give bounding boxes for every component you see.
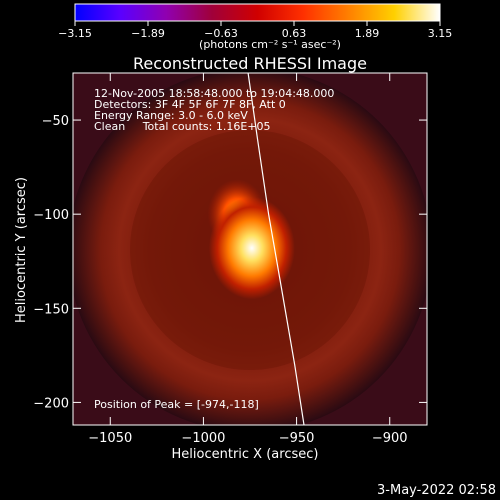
x-axis-label: Heliocentric X (arcsec) (172, 447, 319, 462)
annotation-counts: Clean Total counts: 1.16E+05 (94, 120, 271, 133)
chart-title: Reconstructed RHESSI Image (133, 54, 367, 73)
x-tick-label: −900 (372, 431, 408, 446)
x-tick-label: −1000 (181, 431, 225, 446)
colorbar-tick-label: 0.63 (282, 27, 307, 40)
y-axis-label: Heliocentric Y (arcsec) (14, 177, 29, 323)
colorbar-tick-label: −0.63 (204, 27, 238, 40)
x-tick-label: −1050 (88, 431, 132, 446)
colorbar-tick-label: 3.15 (428, 27, 453, 40)
annotation-time: 12-Nov-2005 18:58:48.000 to 19:04:48.000 (94, 87, 334, 100)
solar-limb-curve (247, 73, 305, 425)
y-tick-label: −100 (33, 208, 69, 223)
image-area (73, 73, 427, 425)
colorbar-tick-label: −1.89 (131, 27, 165, 40)
annotation-peak: Position of Peak = [-974,-118] (94, 398, 259, 411)
y-tick-label: −50 (42, 114, 69, 129)
plot-frame (72, 72, 428, 426)
axis-ticks: −1050 −1000 −950 −900 −50 −100 −150 −200 (33, 73, 427, 446)
timestamp: 3-May-2022 02:58 (377, 483, 496, 498)
annotation-energy: Energy Range: 3.0 - 6.0 keV (94, 109, 248, 122)
peak-source (208, 196, 295, 300)
source-group (207, 179, 295, 300)
y-tick-label: −150 (33, 302, 69, 317)
colorbar-tick-label: 1.89 (355, 27, 380, 40)
annotation-detectors: Detectors: 3F 4F 5F 6F 7F 8F, Att 0 (94, 98, 286, 111)
x-tick-label: −950 (279, 431, 315, 446)
colorbar-ticks: −3.15 −1.89 −0.63 0.63 1.89 3.15 (58, 21, 452, 40)
colorbar (74, 3, 441, 22)
colorbar-label: (photons cm⁻² s⁻¹ asec⁻²) (199, 38, 341, 51)
y-tick-label: −200 (33, 396, 69, 411)
colorbar-tick-label: −3.15 (58, 27, 92, 40)
